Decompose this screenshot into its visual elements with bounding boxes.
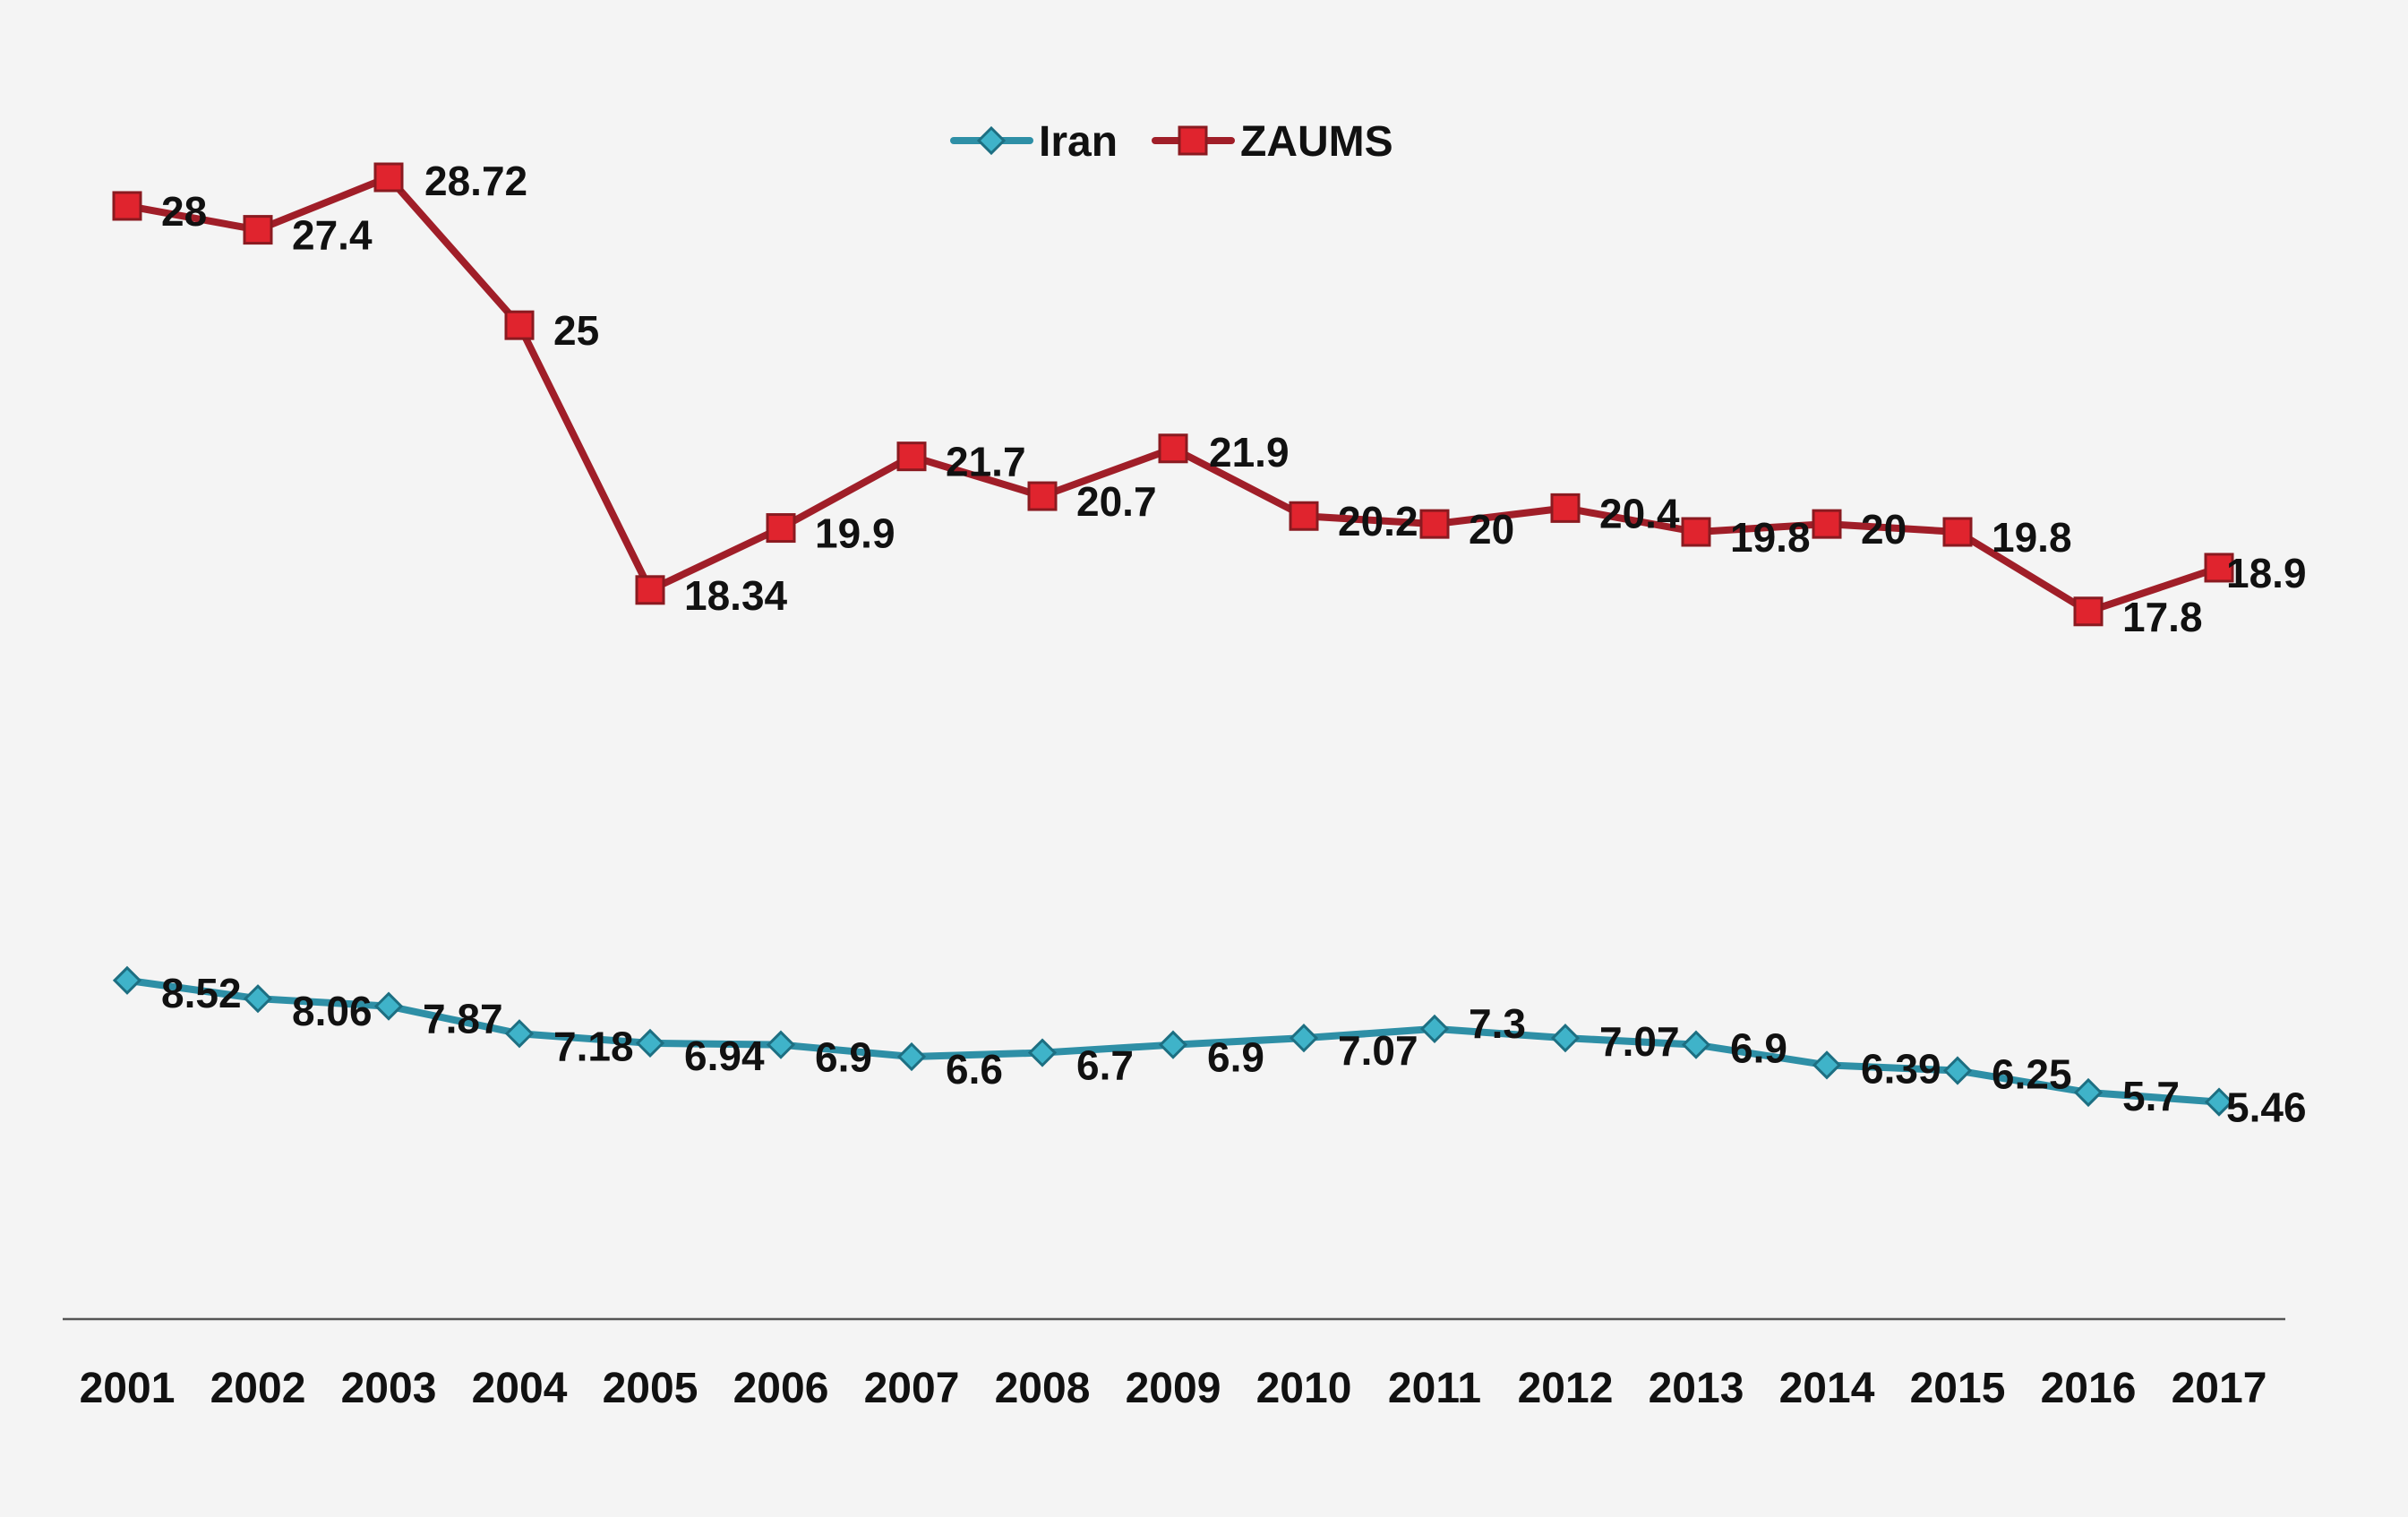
data-point-zaums-2007 [896, 441, 927, 472]
data-point-iran-2002 [243, 984, 273, 1014]
x-tick-2007: 2007 [864, 1365, 960, 1412]
data-label-zaums-2016: 17.8 [2122, 594, 2203, 640]
legend-label-zaums: ZAUMS [1240, 118, 1393, 166]
data-label-zaums-2015: 19.8 [1992, 514, 2072, 561]
data-label-iran-2009: 6.9 [1207, 1034, 1264, 1081]
x-tick-2001: 2001 [80, 1365, 176, 1412]
data-point-iran-2009 [1158, 1030, 1188, 1059]
data-point-iran-2004 [504, 1019, 535, 1049]
data-label-zaums-2009: 21.9 [1209, 429, 1290, 476]
data-label-iran-2008: 6.7 [1076, 1042, 1134, 1089]
data-label-zaums-2004: 25 [553, 307, 599, 354]
x-tick-2010: 2010 [1256, 1365, 1352, 1412]
data-point-zaums-2009 [1158, 433, 1188, 464]
data-label-iran-2016: 5.7 [2122, 1073, 2180, 1119]
data-label-zaums-2005: 18.34 [684, 572, 788, 619]
data-label-zaums-2008: 20.7 [1076, 478, 1157, 525]
data-point-zaums-2015 [1942, 517, 1973, 547]
data-label-iran-2007: 6.6 [946, 1046, 1003, 1093]
x-tick-2008: 2008 [995, 1365, 1091, 1412]
data-point-iran-2013 [1681, 1030, 1711, 1059]
data-point-zaums-2017 [2204, 553, 2234, 583]
data-point-zaums-2005 [635, 575, 665, 605]
data-point-zaums-2008 [1027, 481, 1058, 511]
data-label-zaums-2006: 19.9 [815, 510, 896, 557]
data-point-iran-2006 [766, 1030, 796, 1059]
data-label-iran-2004: 7.18 [553, 1023, 634, 1069]
x-tick-2011: 2011 [1388, 1365, 1481, 1412]
data-point-iran-2012 [1550, 1024, 1581, 1053]
data-point-iran-2008 [1027, 1038, 1058, 1067]
data-point-iran-2005 [635, 1028, 665, 1058]
data-point-zaums-2003 [373, 162, 404, 193]
data-label-iran-2006: 6.9 [815, 1034, 872, 1081]
data-point-zaums-2016 [2073, 596, 2104, 627]
data-point-iran-2016 [2073, 1077, 2104, 1108]
data-point-iran-2007 [896, 1041, 927, 1072]
data-label-iran-2017: 5.46 [2226, 1084, 2307, 1131]
data-point-iran-2015 [1942, 1056, 1973, 1085]
data-label-zaums-2007: 21.7 [946, 439, 1026, 485]
x-tick-2005: 2005 [603, 1365, 698, 1412]
x-tick-2002: 2002 [210, 1365, 306, 1412]
data-label-iran-2001: 8.52 [161, 970, 242, 1016]
data-label-zaums-2001: 28 [161, 188, 207, 235]
data-point-zaums-2013 [1681, 517, 1711, 547]
data-point-zaums-2002 [243, 215, 273, 245]
x-tick-2016: 2016 [2041, 1365, 2137, 1412]
data-point-iran-2001 [112, 965, 142, 995]
data-label-iran-2002: 8.06 [292, 988, 373, 1034]
data-label-iran-2013: 6.9 [1730, 1025, 1787, 1072]
x-tick-2013: 2013 [1649, 1365, 1744, 1412]
x-tick-2003: 2003 [341, 1365, 437, 1412]
data-point-zaums-2010 [1289, 501, 1319, 531]
x-tick-2014: 2014 [1779, 1365, 1875, 1412]
data-label-zaums-2011: 20 [1469, 506, 1514, 553]
data-label-zaums-2003: 28.72 [424, 158, 527, 204]
data-point-iran-2010 [1289, 1024, 1319, 1053]
x-tick-2004: 2004 [472, 1365, 568, 1412]
data-label-zaums-2017: 18.9 [2226, 550, 2307, 596]
data-label-zaums-2013: 19.8 [1730, 514, 1811, 561]
data-label-iran-2003: 7.87 [423, 996, 503, 1042]
data-point-iran-2003 [373, 991, 404, 1021]
data-label-zaums-2010: 20.2 [1338, 498, 1418, 544]
series-layer: 8.52 8.06 7.87 7.18 6.94 6.9 6.6 6.7 6.9 7.07 7.3 7… [112, 158, 2307, 1131]
data-point-zaums-2006 [766, 513, 796, 544]
x-tick-2006: 2006 [733, 1365, 829, 1412]
legend: Iran ZAUMS [950, 118, 1393, 166]
legend-marker-zaums [1178, 125, 1208, 156]
data-label-iran-2005: 6.94 [684, 1033, 765, 1079]
data-point-zaums-2014 [1812, 509, 1842, 539]
x-tick-2012: 2012 [1518, 1365, 1614, 1412]
data-label-zaums-2012: 20.4 [1599, 490, 1680, 536]
legend-label-iran: Iran [1039, 118, 1118, 166]
data-point-iran-2011 [1419, 1014, 1450, 1044]
data-label-iran-2010: 7.07 [1338, 1027, 1418, 1074]
data-point-iran-2014 [1812, 1050, 1842, 1080]
x-tick-2009: 2009 [1126, 1365, 1221, 1412]
data-label-iran-2015: 6.25 [1992, 1051, 2072, 1098]
series-iran: 8.52 8.06 7.87 7.18 6.94 6.9 6.6 6.7 6.9 7.07 7.3 7… [112, 965, 2307, 1131]
data-label-iran-2014: 6.39 [1861, 1045, 1941, 1092]
legend-marker-iran [976, 125, 1007, 156]
data-point-zaums-2001 [112, 191, 142, 221]
x-tick-labels: 2001 2002 2003 2004 2005 2006 2007 2008 2009 2010… [80, 1365, 2267, 1412]
data-label-zaums-2002: 27.4 [292, 212, 373, 259]
x-tick-2015: 2015 [1910, 1365, 2006, 1412]
x-tick-2017: 2017 [2172, 1365, 2267, 1412]
data-point-zaums-2004 [504, 310, 535, 340]
legend-item-zaums: ZAUMS [1152, 118, 1393, 166]
data-label-iran-2012: 7.07 [1599, 1018, 1680, 1065]
data-point-zaums-2011 [1419, 509, 1450, 539]
data-label-zaums-2014: 20 [1861, 506, 1907, 553]
data-label-iran-2011: 7.3 [1469, 1000, 1526, 1047]
legend-item-iran: Iran [950, 118, 1118, 166]
data-point-zaums-2012 [1550, 493, 1581, 523]
series-zaums: 28 27.4 28.72 25 18.34 19.9 21.7 20.7 21.9 20.2 20… [112, 158, 2307, 640]
data-point-iran-2017 [2204, 1087, 2234, 1117]
